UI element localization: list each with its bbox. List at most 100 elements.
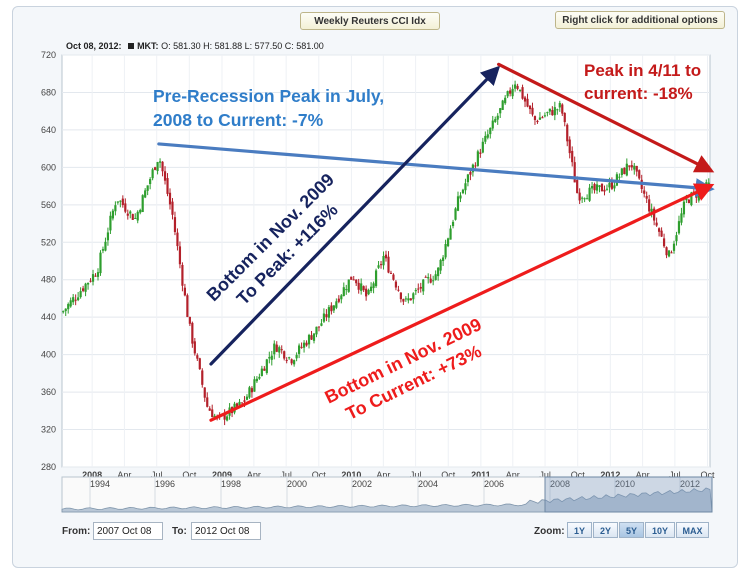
quote-close: C: 581.00 [284,41,324,51]
candle-body [193,341,196,354]
annotation-line: Peak in 4/11 to [584,61,701,80]
candle-body [680,213,683,223]
candle-body [399,292,402,300]
candle-body [481,141,484,153]
annotation-line: Pre-Recession Peak in July, [153,86,384,106]
candle-body [285,359,288,361]
zoom-5y-button[interactable]: 5Y [619,522,644,538]
candle-body [526,98,529,107]
candle-body [96,272,100,277]
candle-body [288,357,291,359]
candle-body [643,190,646,194]
candle-body [106,232,110,241]
candle-body [317,326,321,328]
candle-body [486,134,489,138]
candle-body [571,150,574,163]
quote-open: O: 581.30 [161,41,201,51]
candle-body [337,298,340,302]
candle-body [623,167,626,175]
navigator-year-label: 2012 [680,479,700,489]
candle-body [101,249,105,251]
candle-body [412,293,415,300]
candle-body [588,187,591,201]
candle-body [295,354,298,359]
quote-readout: Oct 08, 2012: MKT: O: 581.30 H: 581.88 L… [66,41,324,51]
from-date-input[interactable]: 2007 Oct 08 [93,522,163,540]
candle-body [427,277,430,279]
to-date-input[interactable]: 2012 Oct 08 [191,522,261,540]
candle-body [454,208,457,220]
y-tick-label: 280 [41,462,56,472]
chart-title-button[interactable]: Weekly Reuters CCI Idx [300,12,440,30]
candle-body [171,201,174,215]
candle-body [69,300,72,307]
y-tick-label: 520 [41,237,56,247]
annotation-line: current: -18% [584,84,693,103]
candle-body [576,179,579,194]
candle-body [62,311,65,313]
candle-body [245,396,249,400]
candle-body [469,172,472,175]
x-tick-label: 2011 [471,470,491,480]
candle-body [342,287,345,296]
candle-body [417,288,420,290]
candle-body [129,211,132,214]
zoom-label: Zoom: [534,526,565,537]
candle-body [223,412,226,420]
candle-body [583,198,586,200]
zoom-max-button[interactable]: MAX [676,522,709,538]
candle-body [459,195,462,199]
candle-body [536,120,539,123]
candle-body [595,184,599,191]
candle-body [625,163,628,176]
candle-body [158,161,162,163]
x-tick-label: 2008 [82,470,102,480]
y-tick-label: 320 [41,425,56,435]
candle-body [593,184,596,191]
candle-body [243,400,246,402]
candle-body [511,88,514,97]
candle-body [188,316,191,324]
zoom-1y-button[interactable]: 1Y [567,522,592,538]
peak-to-current-annotation: Peak in 4/11 to current: -18% [584,61,701,103]
candle-body [538,117,542,120]
candle-body [310,335,313,340]
candle-body [300,346,303,348]
candle-body [320,323,323,326]
candle-body [139,209,142,213]
candle-body [109,215,112,231]
candle-body [509,90,512,94]
candle-body [154,167,157,170]
candle-body [126,213,129,216]
zoom-2y-button[interactable]: 2Y [593,522,618,538]
candle-body [141,195,144,213]
navigator-year-label: 2006 [484,479,504,489]
x-tick-label: Oct [701,470,716,480]
zoom-10y-button[interactable]: 10Y [645,522,675,538]
candle-body [670,252,673,254]
navigator-year-label: 2010 [615,479,635,489]
y-tick-label: 360 [41,387,56,397]
candle-body [131,214,134,220]
candle-body [667,250,671,257]
y-tick-label: 560 [41,200,56,210]
candle-body [372,283,375,289]
candle-body [558,102,561,108]
candle-body [302,342,306,348]
candle-body [72,297,75,303]
candle-body [645,195,648,199]
candle-body [414,289,417,292]
additional-options-button[interactable]: Right click for additional options [555,11,725,29]
quote-low: L: 577.50 [244,41,283,51]
candle-body [422,279,425,292]
candle-body [166,178,169,194]
navigator-window [544,476,713,513]
navigator-year-label: 1998 [221,479,241,489]
candle-body [270,355,273,360]
candle-body [196,355,199,359]
candle-body [407,298,410,301]
candle-body [409,298,412,301]
candle-body [173,217,177,233]
x-tick-label: Apr [117,470,131,480]
